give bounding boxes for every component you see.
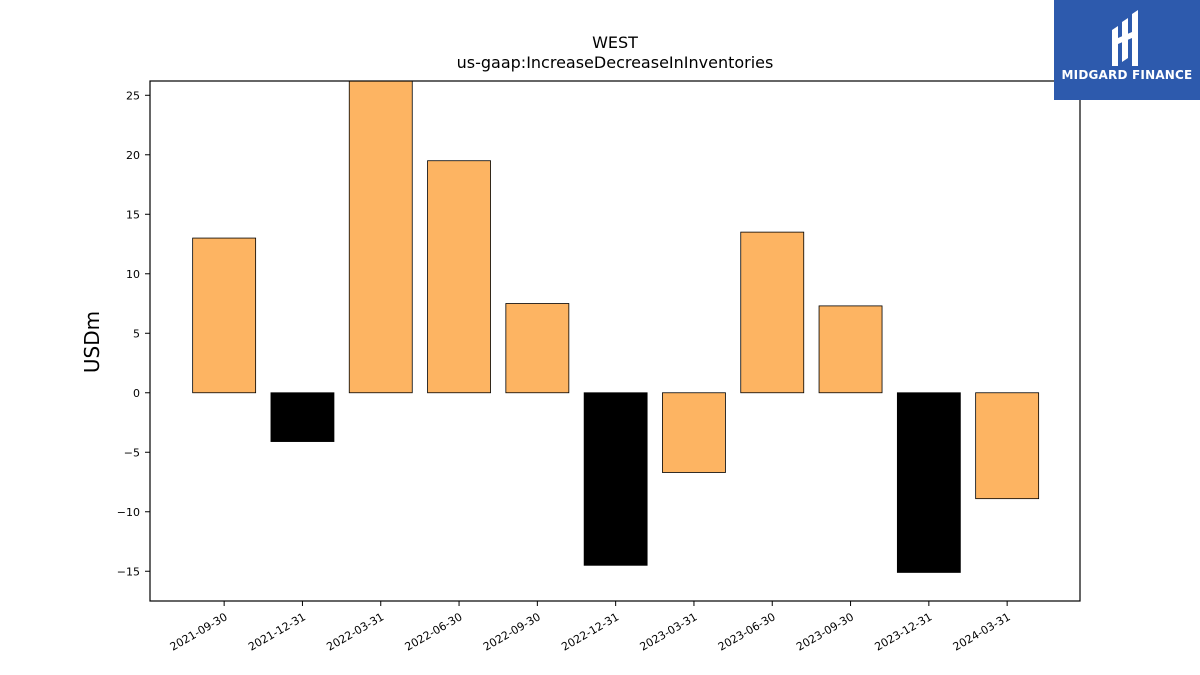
chart-title: WEST [592, 33, 638, 52]
y-tick-label: −5 [124, 446, 140, 459]
x-tick-label: 2023-12-31 [872, 610, 934, 653]
x-tick-label: 2023-06-30 [716, 610, 778, 653]
y-tick-label: −10 [117, 506, 140, 519]
bar-2022-09-30 [505, 303, 570, 394]
x-tick-label: 2022-03-31 [324, 610, 386, 653]
bar-2023-06-30 [740, 231, 805, 394]
y-axis: −15 −10 −5 0 5 10 15 20 25 [117, 89, 150, 578]
y-axis-label: USDm [80, 311, 104, 373]
bar-2021-09-30 [192, 237, 257, 394]
bar-2023-09-30 [818, 305, 883, 394]
bar-2021-12-31 [270, 392, 335, 442]
x-tick-label: 2022-06-30 [403, 610, 465, 653]
chart-subtitle: us-gaap:IncreaseDecreaseInInventories [457, 53, 774, 72]
x-tick-label: 2021-09-30 [168, 610, 230, 653]
bar-2024-03-31 [975, 392, 1040, 500]
y-tick-label: 20 [126, 149, 140, 162]
x-tick-label: 2021-12-31 [246, 610, 308, 653]
y-tick-label: 25 [126, 89, 140, 102]
x-tick-label: 2023-03-31 [638, 610, 700, 653]
bar-2023-03-31 [662, 392, 726, 473]
y-tick-label: 10 [126, 268, 140, 281]
midgard-logo-icon [1112, 10, 1138, 66]
x-tick-label: 2023-09-30 [794, 610, 856, 653]
x-axis: 2021-09-30 2021-12-31 2022-03-31 2022-06-30… [168, 601, 1013, 654]
brand-logo: MIDGARD FINANCE [1054, 0, 1200, 100]
y-tick-label: −15 [117, 565, 140, 578]
y-tick-label: 15 [126, 208, 140, 221]
bar-2022-12-31 [583, 392, 648, 566]
y-tick-label: 5 [133, 327, 140, 340]
x-tick-label: 2024-03-31 [951, 610, 1013, 653]
x-tick-label: 2022-09-30 [481, 610, 543, 653]
x-tick-label: 2022-12-31 [559, 610, 621, 653]
bars-group [192, 80, 1040, 573]
bar-2023-12-31 [896, 392, 961, 573]
bar-2022-03-31 [348, 80, 413, 394]
bar-2022-06-30 [427, 160, 491, 394]
logo-text: MIDGARD FINANCE [1061, 68, 1193, 82]
plot-frame [149, 80, 1081, 602]
y-tick-label: 0 [133, 387, 140, 400]
